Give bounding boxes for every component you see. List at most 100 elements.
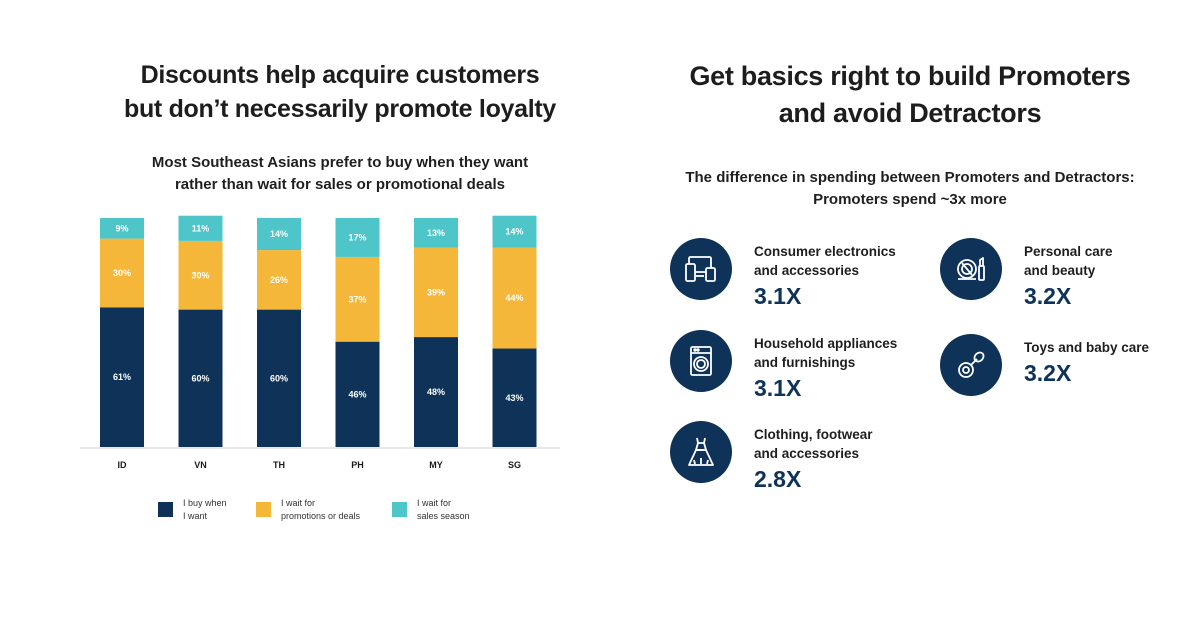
data-label-ph-series-2: 17% <box>348 232 366 242</box>
category-label: Clothing, footwear and accessories <box>754 425 914 463</box>
legend-item-buy-when-want: I buy when I want <box>158 497 293 523</box>
right-subtitle: The difference in spending between Promo… <box>640 167 1180 211</box>
category-label-line1: Toys and baby care <box>1024 340 1150 355</box>
category-clothing: Clothing, footwear and accessories 2.8X <box>670 421 914 493</box>
bar-vn-series-2 <box>178 215 223 241</box>
category-value: 3.1X <box>754 283 802 309</box>
right-panel: Get basics right to build Promoters and … <box>640 0 1180 630</box>
x-tick-label-vn: VN <box>194 460 207 470</box>
right-subtitle-line1: The difference in spending between Promo… <box>685 169 1135 186</box>
legend-text-promotions-line1: I wait for <box>281 498 316 508</box>
category-household-appliances: Household appliances and furnishings 3.1… <box>670 330 914 402</box>
bar-sg-series-2 <box>492 215 537 248</box>
category-label-line2: and beauty <box>1024 263 1096 278</box>
bar-sg-series-0 <box>492 348 537 447</box>
bar-ph-series-0 <box>335 341 380 447</box>
data-label-vn-series-0: 60% <box>191 373 209 383</box>
legend-text-buy: I buy when I want <box>183 497 293 523</box>
chart-subtitle-line2: rather than wait for sales or promotiona… <box>174 176 506 193</box>
category-label: Personal care and beauty <box>1024 242 1184 280</box>
data-label-id-series-1: 30% <box>113 268 131 278</box>
chart-subtitle: Most Southeast Asians prefer to buy when… <box>60 152 620 196</box>
category-label-line2: and accessories <box>754 263 860 278</box>
bar-th-series-1 <box>257 250 301 310</box>
bar-ph-series-2 <box>335 218 380 257</box>
devices-icon <box>670 238 732 300</box>
category-label: Consumer electronics and accessories <box>754 242 914 280</box>
data-label-vn-series-2: 11% <box>192 223 210 233</box>
x-tick-label-sg: SG <box>508 460 521 470</box>
category-label: Toys and baby care <box>1024 338 1184 357</box>
washing-machine-icon <box>670 330 732 392</box>
left-panel: Discounts help acquire customers but don… <box>60 0 620 630</box>
legend-swatch-buy <box>158 502 173 517</box>
category-personal-care: Personal care and beauty 3.2X <box>940 238 1184 310</box>
data-label-my-series-0: 48% <box>427 387 445 397</box>
bar-sg-series-1 <box>492 247 537 349</box>
data-label-ph-series-1: 37% <box>348 294 366 304</box>
category-label-line1: Household appliances <box>754 336 898 351</box>
bar-id-series-2 <box>100 218 144 239</box>
legend-text-promotions: I wait for promotions or deals <box>281 497 391 523</box>
data-label-my-series-2: 13% <box>427 228 445 238</box>
legend-text-buy-line2: I want <box>183 511 208 521</box>
legend-text-promotions-line2: promotions or deals <box>281 511 361 521</box>
cosmetics-icon <box>940 238 1002 300</box>
category-consumer-electronics: Consumer electronics and accessories 3.1… <box>670 238 914 310</box>
category-value: 2.8X <box>754 466 802 492</box>
bar-th-series-0 <box>257 309 301 447</box>
bar-id-series-0 <box>100 307 144 447</box>
category-label-line1: Clothing, footwear <box>754 427 873 442</box>
stacked-bar-chart: 61% 30% 9% ID 60% 30% 11% VN 60% 26% 14% TH 46% 37% 17… <box>80 215 560 470</box>
right-title-line2: and avoid Detractors <box>778 98 1042 128</box>
x-tick-label-th: TH <box>273 460 285 470</box>
chart-legend: I buy when I want I wait for promotions … <box>158 497 598 527</box>
legend-text-sales-line1: I wait for <box>417 498 452 508</box>
category-value: 3.1X <box>754 375 802 401</box>
bar-vn-series-0 <box>178 309 223 447</box>
data-label-sg-series-1: 44% <box>505 293 523 303</box>
left-title-line2: but don’t necessarily promote loyalty <box>123 95 557 123</box>
bar-vn-series-1 <box>178 240 223 310</box>
bar-my-series-2 <box>414 218 458 248</box>
bar-my-series-1 <box>414 247 458 338</box>
data-label-id-series-2: 9% <box>115 223 128 233</box>
data-label-th-series-2: 14% <box>270 229 288 239</box>
data-label-ph-series-0: 46% <box>348 389 366 399</box>
x-tick-label-id: ID <box>118 460 128 470</box>
legend-swatch-sales <box>392 502 407 517</box>
category-toys-baby-care: Toys and baby care 3.2X <box>940 334 1184 396</box>
category-label-line1: Personal care <box>1024 244 1113 259</box>
data-label-my-series-1: 39% <box>427 287 445 297</box>
legend-item-promotions: I wait for promotions or deals <box>256 497 391 523</box>
data-label-vn-series-1: 30% <box>191 270 209 280</box>
category-value: 3.2X <box>1024 360 1072 386</box>
legend-item-sales-season: I wait for sales season <box>392 497 527 523</box>
bar-th-series-2 <box>257 218 301 251</box>
right-title: Get basics right to build Promoters and … <box>640 58 1180 132</box>
category-label-line2: and furnishings <box>754 355 856 370</box>
category-label: Household appliances and furnishings <box>754 334 914 372</box>
left-title: Discounts help acquire customers but don… <box>60 58 620 126</box>
data-label-th-series-0: 60% <box>270 373 288 383</box>
data-label-th-series-1: 26% <box>270 275 288 285</box>
category-label-line2: and accessories <box>754 446 860 461</box>
bar-ph-series-1 <box>335 256 380 342</box>
legend-swatch-promotions <box>256 502 271 517</box>
data-label-sg-series-0: 43% <box>505 393 523 403</box>
data-label-sg-series-2: 14% <box>505 227 523 237</box>
bar-my-series-0 <box>414 337 458 447</box>
legend-text-buy-line1: I buy when <box>183 498 227 508</box>
x-tick-label-ph: PH <box>351 460 364 470</box>
pacifier-icon <box>940 334 1002 396</box>
left-title-line1: Discounts help acquire customers <box>140 61 540 89</box>
right-title-line1: Get basics right to build Promoters <box>689 61 1131 91</box>
right-subtitle-line2: Promoters spend ~3x more <box>813 191 1007 208</box>
x-tick-label-my: MY <box>429 460 443 470</box>
legend-text-sales: I wait for sales season <box>417 497 527 523</box>
chart-subtitle-line1: Most Southeast Asians prefer to buy when… <box>151 154 529 171</box>
dress-icon <box>670 421 732 483</box>
data-label-id-series-0: 61% <box>113 372 131 382</box>
legend-text-sales-line2: sales season <box>417 511 470 521</box>
bar-id-series-1 <box>100 238 144 308</box>
